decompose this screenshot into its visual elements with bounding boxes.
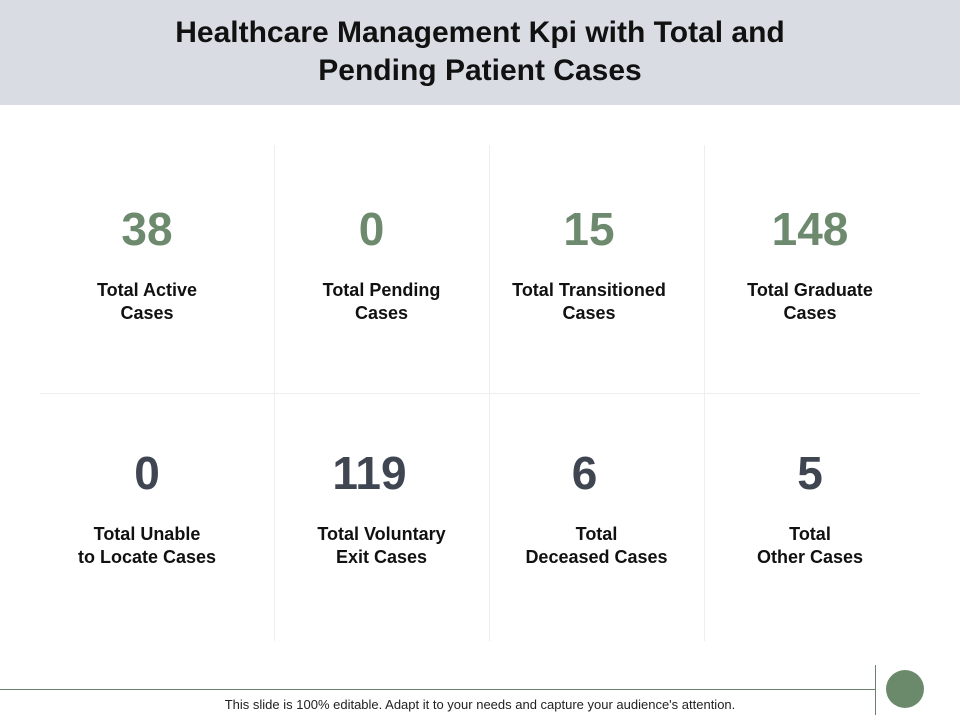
kpi-card-total-graduate: 148 Total Graduate Cases [704, 145, 916, 393]
kpi-label: Total Voluntary Exit Cases [317, 524, 446, 567]
kpi-card-total-voluntary-exit: 119 Total Voluntary Exit Cases [274, 393, 489, 641]
kpi-value: 15 [563, 203, 615, 255]
kpi-card-total-active: 38 Total Active Cases [40, 145, 254, 393]
kpi-label: Total Pending Cases [322, 280, 441, 323]
grid-divider [40, 393, 920, 394]
kpi-value: 5 [797, 447, 823, 499]
kpi-label: Total Unable to Locate Cases [77, 524, 217, 567]
kpi-value: 0 [134, 447, 160, 499]
kpi-label: Total Other Cases [756, 524, 864, 567]
kpi-label: Total Transitioned Cases [512, 280, 666, 323]
kpi-value: 119 [332, 447, 407, 499]
kpi-value: 6 [571, 447, 598, 499]
kpi-card-total-other: 5 Total Other Cases [704, 393, 916, 641]
footer-divider-vertical [875, 665, 876, 715]
kpi-label: Total Graduate Cases [747, 280, 873, 323]
kpi-card-total-deceased: 6 Total Deceased Cases [489, 393, 704, 641]
kpi-value: 148 [771, 203, 849, 255]
kpi-label: Total Active Cases [96, 280, 198, 323]
accent-circle-icon [886, 670, 924, 708]
page-title: Healthcare Management Kpi with Total and… [175, 16, 785, 87]
footer-note: This slide is 100% editable. Adapt it to… [224, 697, 736, 712]
kpi-card-total-pending: 0 Total Pending Cases [274, 145, 489, 393]
kpi-label: Total Deceased Cases [525, 524, 668, 567]
footer-divider [0, 689, 875, 690]
kpi-value: 38 [121, 203, 173, 255]
kpi-grid: 38 Total Active Cases 0 Total Pending Ca… [40, 145, 920, 641]
header-banner: Healthcare Management Kpi with Total and… [0, 0, 960, 105]
kpi-card-total-unable-to-locate: 0 Total Unable to Locate Cases [40, 393, 254, 641]
kpi-card-total-transitioned: 15 Total Transitioned Cases [489, 145, 689, 393]
kpi-value: 0 [358, 203, 385, 255]
